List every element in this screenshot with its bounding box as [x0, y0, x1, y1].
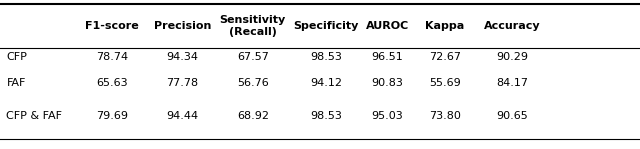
Text: Sensitivity
(Recall): Sensitivity (Recall) — [220, 15, 286, 37]
Text: Specificity: Specificity — [294, 21, 359, 31]
Text: CFP: CFP — [6, 52, 28, 62]
Text: AUROC: AUROC — [365, 21, 409, 31]
Text: 98.53: 98.53 — [310, 52, 342, 62]
Text: 84.17: 84.17 — [496, 78, 528, 89]
Text: 73.80: 73.80 — [429, 111, 461, 121]
Text: Accuracy: Accuracy — [484, 21, 540, 31]
Text: 67.57: 67.57 — [237, 52, 269, 62]
Text: CFP & FAF: CFP & FAF — [6, 111, 63, 121]
Text: 55.69: 55.69 — [429, 78, 461, 89]
Text: 94.44: 94.44 — [166, 111, 198, 121]
Text: 79.69: 79.69 — [96, 111, 128, 121]
Text: F1-score: F1-score — [85, 21, 139, 31]
Text: 95.03: 95.03 — [371, 111, 403, 121]
Text: 94.12: 94.12 — [310, 78, 342, 89]
Text: 77.78: 77.78 — [166, 78, 198, 89]
Text: 65.63: 65.63 — [96, 78, 128, 89]
Text: 98.53: 98.53 — [310, 111, 342, 121]
Text: 96.51: 96.51 — [371, 52, 403, 62]
Text: 90.83: 90.83 — [371, 78, 403, 89]
Text: 56.76: 56.76 — [237, 78, 269, 89]
Text: 72.67: 72.67 — [429, 52, 461, 62]
Text: 94.34: 94.34 — [166, 52, 198, 62]
Text: Kappa: Kappa — [425, 21, 465, 31]
Text: 68.92: 68.92 — [237, 111, 269, 121]
Text: Precision: Precision — [154, 21, 211, 31]
Text: 90.65: 90.65 — [496, 111, 528, 121]
Text: 78.74: 78.74 — [96, 52, 128, 62]
Text: FAF: FAF — [6, 78, 26, 89]
Text: 90.29: 90.29 — [496, 52, 528, 62]
